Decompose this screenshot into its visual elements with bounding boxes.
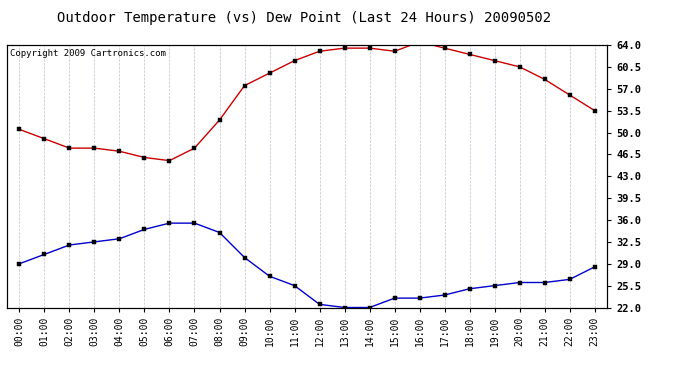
Text: Outdoor Temperature (vs) Dew Point (Last 24 Hours) 20090502: Outdoor Temperature (vs) Dew Point (Last…	[57, 11, 551, 25]
Text: Copyright 2009 Cartronics.com: Copyright 2009 Cartronics.com	[10, 49, 166, 58]
